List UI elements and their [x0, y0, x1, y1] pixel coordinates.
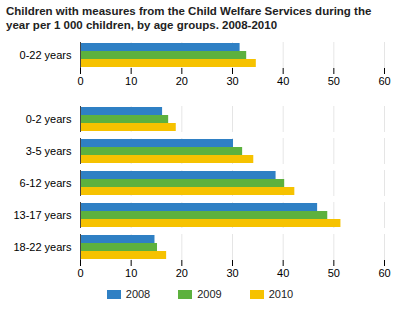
svg-text:6-12 years: 6-12 years	[20, 177, 72, 189]
html-text:2009: 2009	[197, 288, 222, 300]
svg-text:30: 30	[226, 75, 238, 87]
svg-text:0-22 years: 0-22 years	[20, 49, 72, 61]
svg-text:0: 0	[77, 267, 83, 279]
html-text:Children with measures from th: Children with measures from the Child We…	[6, 5, 372, 31]
svg-text:40: 40	[277, 75, 289, 87]
svg-text:40: 40	[277, 267, 289, 279]
svg-text:3-5 years: 3-5 years	[26, 145, 72, 157]
svg-text:10: 10	[125, 75, 137, 87]
svg-text:0: 0	[77, 75, 83, 87]
svg-text:50: 50	[328, 75, 340, 87]
svg-text:50: 50	[328, 267, 340, 279]
svg-text:0-2 years: 0-2 years	[26, 113, 72, 125]
svg-text:30: 30	[226, 267, 238, 279]
html-text:2010: 2010	[268, 288, 294, 300]
svg-text:18-22 years: 18-22 years	[13, 241, 72, 253]
svg-text:20: 20	[176, 75, 188, 87]
svg-text:60: 60	[378, 267, 390, 279]
html-text:2008: 2008	[125, 288, 151, 300]
svg-text:60: 60	[378, 75, 390, 87]
svg-text:20: 20	[176, 267, 188, 279]
svg-text:13-17 years: 13-17 years	[13, 209, 72, 221]
svg-text:10: 10	[125, 267, 137, 279]
